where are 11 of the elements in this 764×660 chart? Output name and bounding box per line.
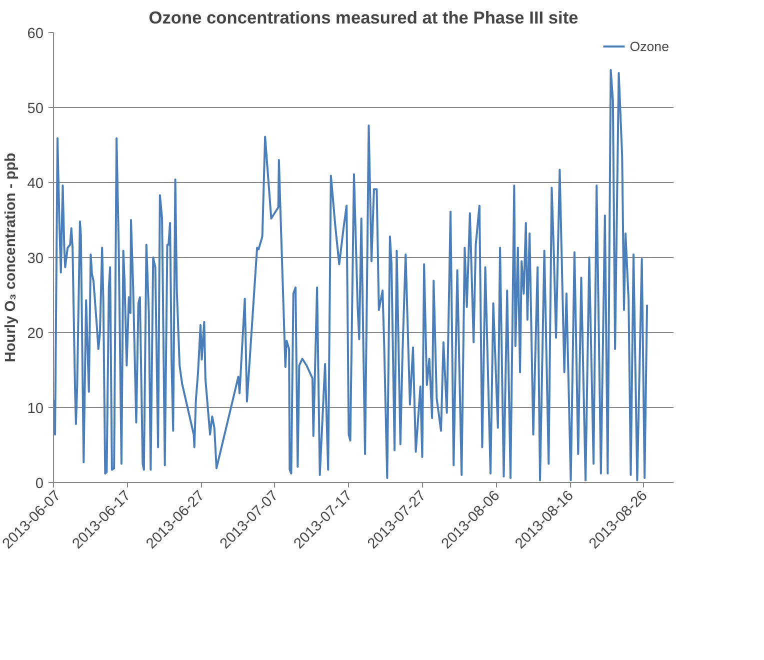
y-tick-label: 60 <box>27 26 44 42</box>
y-axis-title: Hourly O₃ concentration - ppb <box>3 152 20 362</box>
y-tick-label: 30 <box>27 251 44 267</box>
chart-title: Ozone concentrations measured at the Phase III site <box>148 8 579 28</box>
y-tick-label: 0 <box>35 476 44 492</box>
y-tick-label: 50 <box>27 101 44 117</box>
line-series <box>54 69 648 482</box>
y-tick-label: 40 <box>27 176 44 192</box>
y-tick-label: 10 <box>27 401 44 417</box>
y-tick-label: 20 <box>27 326 44 342</box>
legend-label: Ozone <box>630 38 669 54</box>
